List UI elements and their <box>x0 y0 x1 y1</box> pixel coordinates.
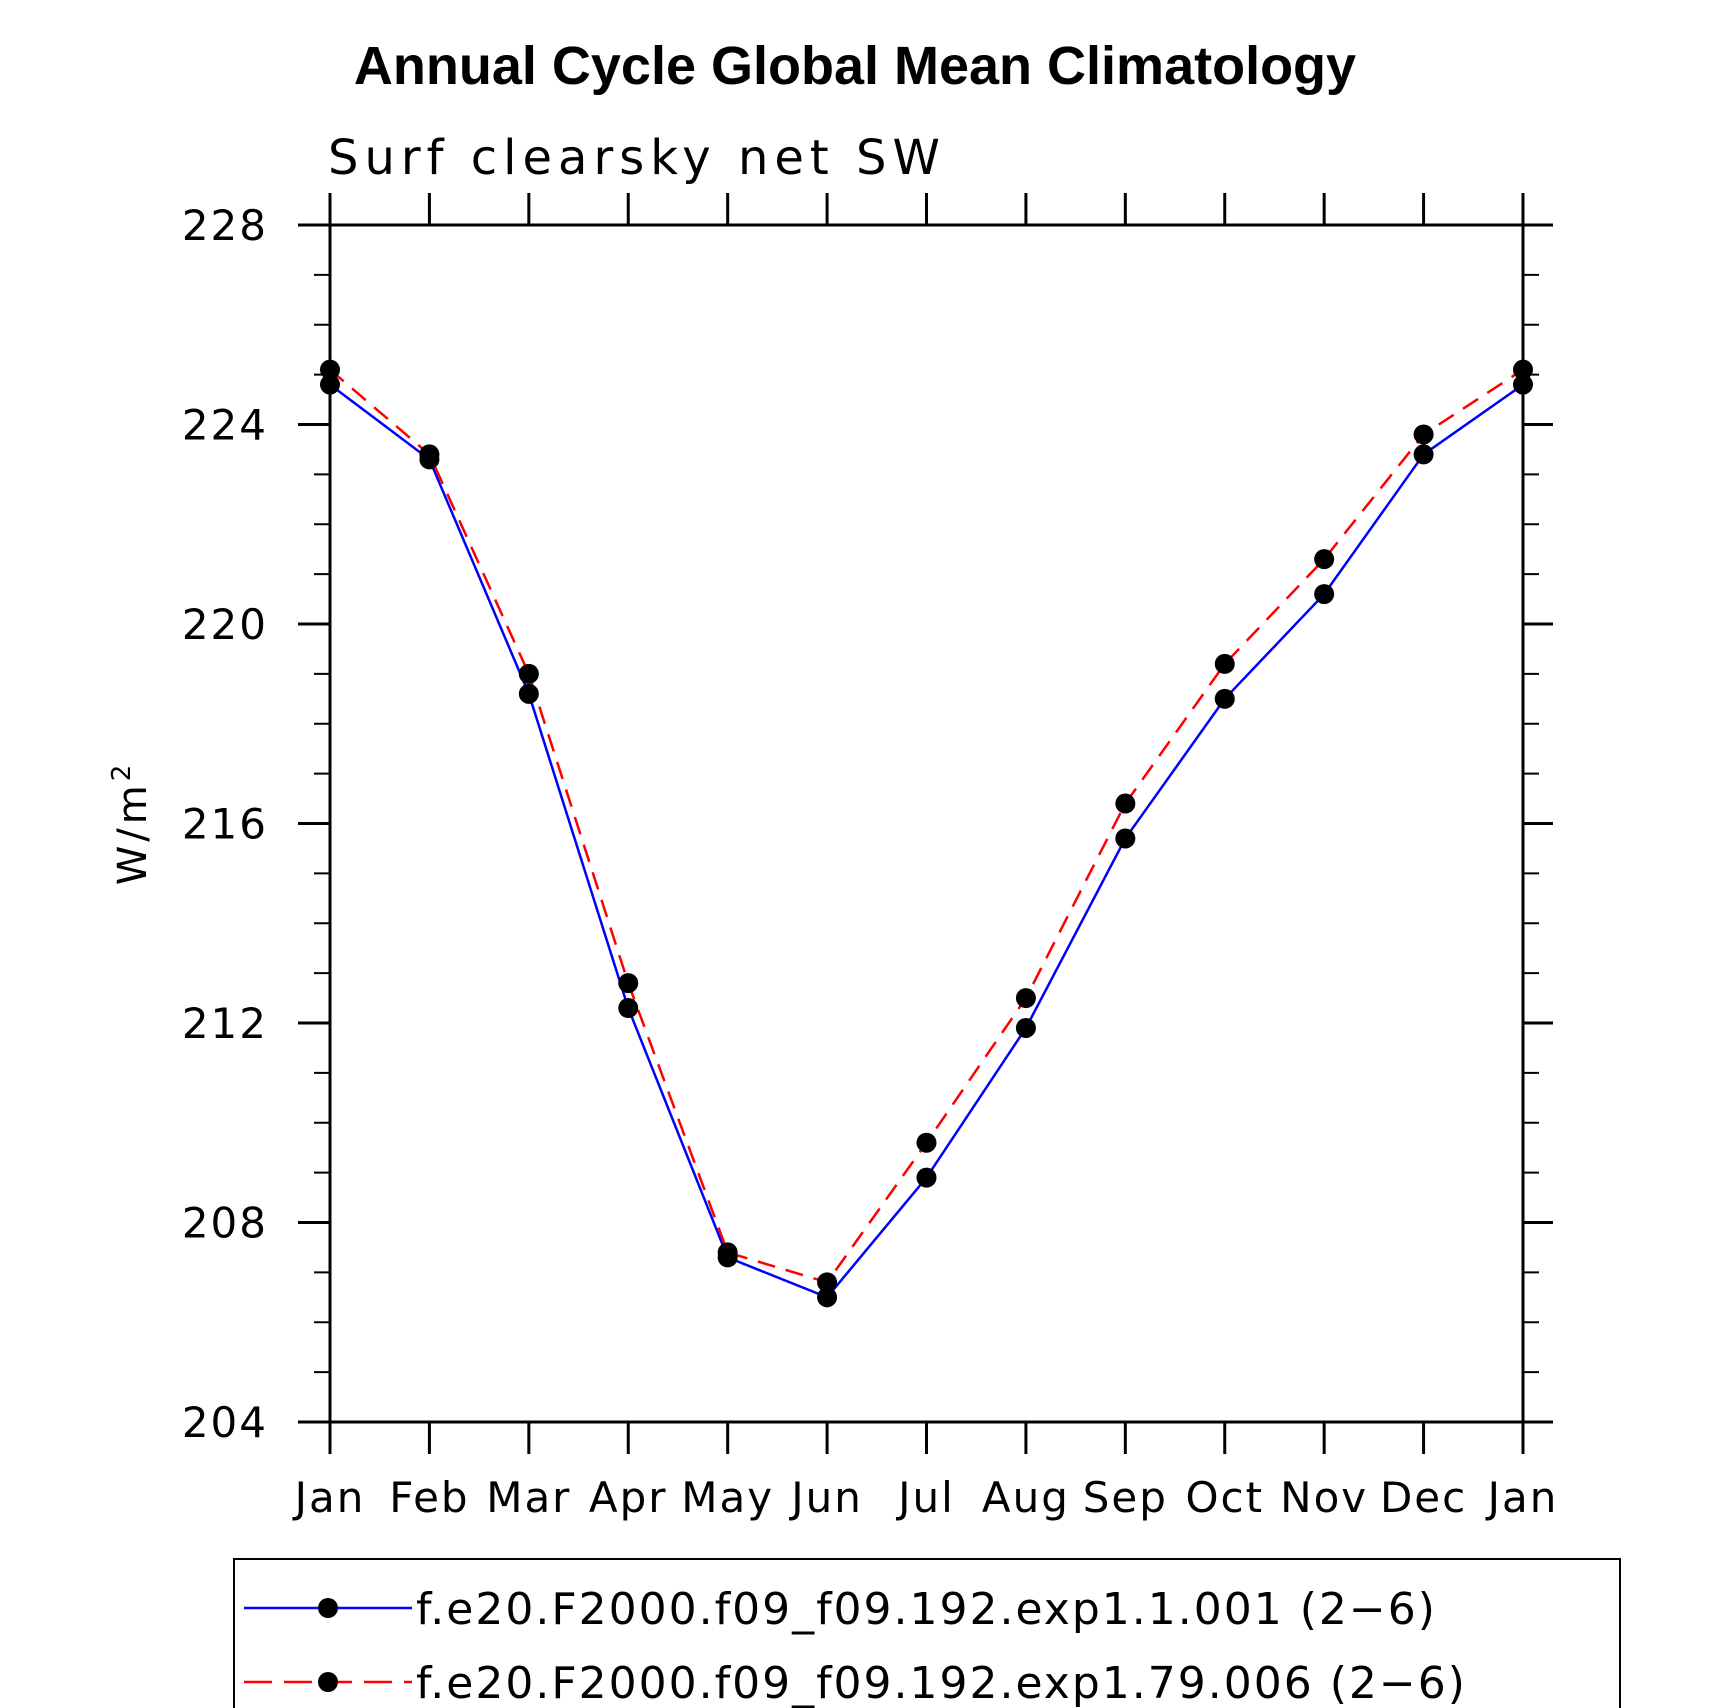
series-2-point <box>1314 549 1335 570</box>
y-axis-label: W/m2 <box>107 761 156 886</box>
x-tick-label: Jan <box>1485 1473 1559 1522</box>
series-1-point <box>1314 584 1335 605</box>
series-2-point <box>419 444 440 465</box>
series-1-point <box>1015 1017 1036 1038</box>
legend-marker-2 <box>318 1672 338 1692</box>
x-tick-label: Apr <box>589 1473 668 1522</box>
y-tick-labels: 204 208 212 216 220 224 228 <box>182 201 268 1447</box>
y-tick-label: 204 <box>182 1398 268 1447</box>
series-2-point <box>1115 793 1136 814</box>
series-1-point <box>518 683 539 704</box>
y-axis-label-text: W/m <box>110 781 156 885</box>
series-2-point <box>1413 424 1434 445</box>
x-tick-label: Aug <box>982 1473 1070 1522</box>
legend-label-1: f.e20.F2000.f09_f09.192.exp1.1.001 (2−6) <box>416 1584 1437 1635</box>
chart-subtitle: Surf clearsky net SW <box>328 130 946 186</box>
series-layer <box>320 359 1533 1308</box>
series-1-point <box>320 374 340 395</box>
x-tick-label: Mar <box>486 1473 571 1522</box>
x-tick-label: Jun <box>788 1473 863 1522</box>
series-1-point <box>1214 688 1235 709</box>
series-1-point <box>618 998 639 1019</box>
x-tick-label: Jul <box>895 1473 955 1522</box>
axis-ticks <box>298 193 1553 1454</box>
series-2-point <box>916 1132 937 1153</box>
legend-marker-1 <box>318 1598 338 1618</box>
series-1-point <box>817 1287 838 1308</box>
x-tick-labels: Jan Feb Mar Apr May Jun Jul Aug Sep Oct Nov Dec Jan <box>292 1473 1559 1522</box>
series-2-point <box>618 973 639 994</box>
x-tick-label: Dec <box>1380 1473 1467 1522</box>
x-tick-label: Nov <box>1280 1473 1368 1522</box>
series-2-point <box>518 663 539 684</box>
y-tick-label: 224 <box>182 401 268 450</box>
series-1-point <box>1115 828 1136 849</box>
series-2-point <box>1015 988 1036 1009</box>
chart-title: Annual Cycle Global Mean Climatology <box>354 36 1356 96</box>
legend-frame <box>233 1558 1621 1708</box>
series-2-point <box>717 1242 738 1263</box>
legend-items: f.e20.F2000.f09_f09.192.exp1.1.001 (2−6)… <box>244 1584 1467 1708</box>
y-tick-label: 208 <box>182 1199 268 1248</box>
series-line-1 <box>329 383 1524 1299</box>
x-tick-label: Sep <box>1083 1473 1168 1522</box>
x-tick-label: Jan <box>292 1473 366 1522</box>
series-2-point <box>817 1272 838 1293</box>
y-tick-label: 212 <box>182 999 268 1048</box>
series-1-point <box>1413 444 1434 465</box>
plot-frame <box>328 223 1525 1424</box>
y-tick-label: 216 <box>182 800 268 849</box>
x-tick-label: Oct <box>1185 1473 1264 1522</box>
series-2-point <box>1214 653 1235 674</box>
x-tick-label: May <box>681 1473 774 1522</box>
legend-label-2: f.e20.F2000.f09_f09.192.exp1.79.006 (2−6… <box>416 1658 1467 1708</box>
series-2-point <box>320 359 340 380</box>
legend: f.e20.F2000.f09_f09.192.exp1.1.001 (2−6)… <box>233 1558 1621 1708</box>
x-tick-label: Feb <box>389 1473 469 1522</box>
y-axis-label-superscript: 2 <box>107 761 137 782</box>
series-1-point <box>1513 374 1533 395</box>
y-tick-label: 220 <box>182 600 268 649</box>
y-tick-label: 228 <box>182 201 268 250</box>
series-2-point <box>1513 359 1533 380</box>
series-1-point <box>916 1167 937 1188</box>
